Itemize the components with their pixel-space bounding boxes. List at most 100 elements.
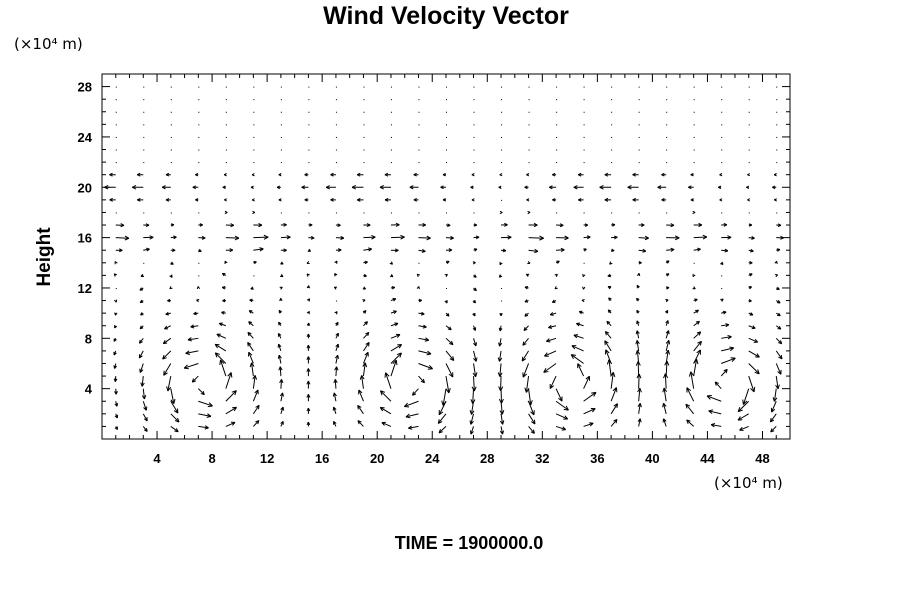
wind-vector [363, 86, 365, 88]
wind-vector [363, 331, 370, 339]
wind-vector [113, 376, 118, 382]
wind-vector [306, 261, 310, 265]
wind-vector [166, 375, 172, 392]
wind-vector [163, 363, 172, 376]
wind-vector [333, 379, 338, 389]
wind-vector [140, 273, 144, 277]
wind-vector [280, 99, 282, 101]
wind-vector [604, 340, 612, 352]
wind-vector [362, 310, 367, 314]
wind-vector [142, 426, 148, 432]
wind-vector [225, 372, 233, 389]
wind-vector [524, 299, 529, 303]
x-tick-label: 32 [535, 451, 549, 466]
wind-vector [721, 99, 723, 101]
wind-vector [775, 375, 780, 390]
wind-vector [143, 262, 145, 264]
wind-vector [721, 149, 723, 151]
wind-vector [335, 162, 337, 164]
plot-frame [101, 73, 791, 440]
wind-vector [499, 261, 503, 266]
wind-vector [143, 124, 145, 126]
wind-vector [748, 248, 754, 253]
wind-vector [501, 136, 503, 138]
wind-vector [666, 136, 668, 138]
wind-vector [748, 337, 759, 343]
wind-vector [527, 261, 531, 265]
wind-vector [693, 298, 698, 302]
wind-vector [549, 185, 557, 190]
wind-vector [198, 162, 200, 164]
wind-vector [692, 210, 696, 215]
wind-vector [280, 162, 282, 164]
wind-vector [666, 124, 668, 126]
wind-vector [472, 363, 478, 378]
wind-vector [308, 124, 310, 126]
wind-vector [662, 418, 667, 427]
wind-vector [501, 124, 503, 126]
wind-vector [446, 86, 447, 88]
wind-vector [693, 136, 695, 138]
y-tick-label: 8 [85, 331, 92, 346]
wind-vector [335, 235, 345, 240]
wind-vector [335, 300, 337, 302]
wind-vector [578, 310, 584, 315]
wind-vector [279, 392, 284, 402]
wind-vector [114, 299, 118, 303]
wind-vector [636, 284, 640, 289]
wind-vector [748, 86, 750, 88]
wind-vector [638, 136, 640, 138]
wind-vector [198, 425, 209, 430]
wind-vector [776, 149, 778, 151]
wind-vector [528, 162, 530, 164]
wind-vector [198, 212, 200, 214]
wind-vector [142, 401, 148, 411]
wind-vector [247, 331, 254, 339]
wind-vector [556, 162, 558, 164]
wind-vector [719, 173, 723, 177]
wind-vector [604, 172, 612, 177]
wind-vector [198, 136, 200, 138]
wind-vector [384, 172, 391, 177]
wind-vector [473, 162, 475, 164]
wind-vector [528, 99, 530, 101]
wind-vector [583, 111, 585, 113]
wind-vector [221, 311, 226, 315]
wind-vector [693, 309, 699, 314]
wind-vector [252, 375, 258, 389]
y-unit-label: (×10⁴ m) [14, 35, 83, 53]
wind-vector [570, 354, 584, 364]
y-tick-label: 28 [78, 80, 92, 95]
wind-vector [445, 375, 451, 394]
wind-vector [363, 247, 373, 252]
wind-vector [335, 321, 339, 326]
wind-vector [418, 324, 427, 329]
wind-vector [775, 337, 783, 345]
wind-vector [418, 212, 420, 214]
wind-vector [636, 373, 642, 389]
wind-vector [222, 185, 226, 190]
wind-vector [666, 212, 668, 214]
wind-vector [362, 351, 369, 364]
wind-vector [611, 235, 618, 240]
wind-vector [139, 325, 144, 330]
wind-vector [556, 247, 565, 253]
wind-vector [170, 149, 172, 151]
wind-vector [356, 197, 364, 202]
wind-vector [167, 298, 171, 303]
wind-vector [214, 343, 227, 352]
wind-vector [607, 273, 612, 278]
wind-vector [390, 124, 392, 126]
wind-vector [280, 86, 282, 88]
wind-vector [446, 124, 447, 126]
wind-vector [776, 286, 780, 290]
wind-vector [720, 368, 728, 377]
wind-vector [666, 86, 668, 88]
wind-vector [113, 350, 117, 356]
wind-vector [198, 248, 202, 253]
wind-vector [330, 172, 336, 177]
wind-vector [362, 362, 368, 377]
wind-vector [191, 375, 199, 383]
wind-vector [198, 413, 212, 418]
wind-vector [498, 325, 503, 332]
